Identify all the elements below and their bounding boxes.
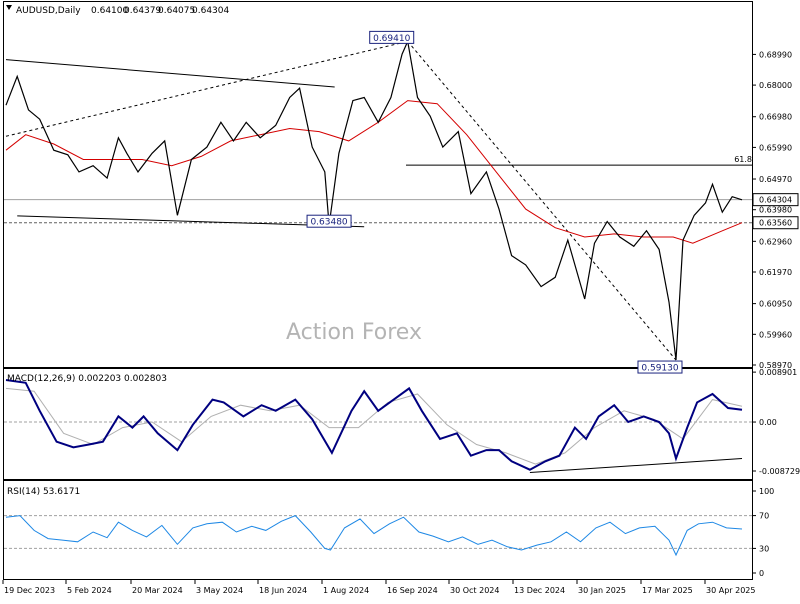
rsi-label: RSI(14) 53.6171: [7, 487, 80, 497]
x-tick-label: 19 Dec 2023: [4, 586, 55, 595]
macd-tick-label: -0.008729: [759, 467, 800, 476]
macd-trendline: [529, 457, 743, 474]
price-tick-label: 0.63980: [759, 206, 792, 215]
fib-618-label: 61.8: [734, 155, 752, 164]
rsi-panel-frame: [3, 480, 753, 580]
price-panel-frame: [3, 1, 753, 368]
rsi-tick-label: 70: [759, 512, 769, 521]
price-tick-label: 0.64970: [759, 175, 792, 184]
price-trendline-1: [5, 59, 335, 88]
x-tick-label: 30 Apr 2025: [706, 586, 755, 595]
symbol-title: AUDUSD,Daily: [16, 6, 81, 16]
macd-signal-line: [5, 387, 743, 465]
price-tick-label: 0.68990: [759, 50, 792, 59]
annotation-label-1: 0.69410: [373, 34, 410, 44]
ohlc-open: 0.64100: [91, 6, 128, 16]
x-tick-label: 16 Sep 2024: [387, 586, 438, 595]
price-tick-label: 0.65990: [759, 143, 792, 152]
rsi-line: [5, 515, 743, 557]
rsi-tick-label: 30: [759, 544, 769, 553]
annotation-box-1: [369, 30, 415, 44]
x-tick-label: 30 Oct 2024: [450, 586, 499, 595]
x-tick-label: 18 Jun 2024: [259, 586, 307, 595]
price-trendline-3: [5, 40, 408, 137]
x-tick-label: 5 Feb 2024: [67, 586, 112, 595]
watermark: Action Forex: [286, 320, 422, 345]
annotation-label-3: 0.59130: [641, 364, 678, 374]
rsi-tick-label: 0: [759, 569, 764, 578]
x-tick-label: 17 Mar 2025: [642, 586, 693, 595]
x-tick-label: 3 May 2024: [196, 586, 243, 595]
annotation-box-3: [637, 360, 683, 374]
annotation-label-2: 0.63480: [310, 218, 347, 228]
macd-line: [5, 379, 743, 471]
macd-tick-label: 0.00: [759, 418, 777, 427]
ohlc-high: 0.64379: [124, 6, 161, 16]
price-tick-label: 0.62960: [759, 237, 792, 246]
price-tick-label: 0.58970: [759, 361, 792, 370]
current-price-badge-text: 0.64304: [759, 196, 792, 205]
ohlc-low: 0.64075: [158, 6, 195, 16]
x-tick-label: 30 Jan 2025: [578, 586, 626, 595]
x-tick-label: 13 Dec 2024: [514, 586, 565, 595]
price-tick-label: 0.66980: [759, 113, 792, 122]
x-tick-label: 20 Mar 2024: [132, 586, 183, 595]
price-line: [5, 39, 743, 361]
price-tick-label: 0.68000: [759, 81, 792, 90]
price-tick-label: 0.59960: [759, 330, 792, 339]
ohlc-close: 0.64304: [192, 6, 229, 16]
price-tick-label: 0.61970: [759, 268, 792, 277]
macd-panel-frame: [3, 368, 753, 480]
macd-tick-label: 0.008901: [759, 368, 797, 377]
price-trendline-2: [17, 215, 365, 228]
collapse-triangle-icon[interactable]: [6, 5, 12, 10]
annotation-box-2: [306, 214, 352, 228]
current-price-badge: [752, 193, 799, 207]
x-tick-label: 1 Aug 2024: [323, 586, 369, 595]
rsi-tick-label: 100: [759, 487, 774, 496]
level-price-badge: [752, 216, 799, 230]
price-tick-label: 0.60950: [759, 300, 792, 309]
macd-label: MACD(12,26,9) 0.002203 0.002803: [7, 374, 167, 384]
level-price-badge-text: 0.63560: [759, 219, 792, 228]
